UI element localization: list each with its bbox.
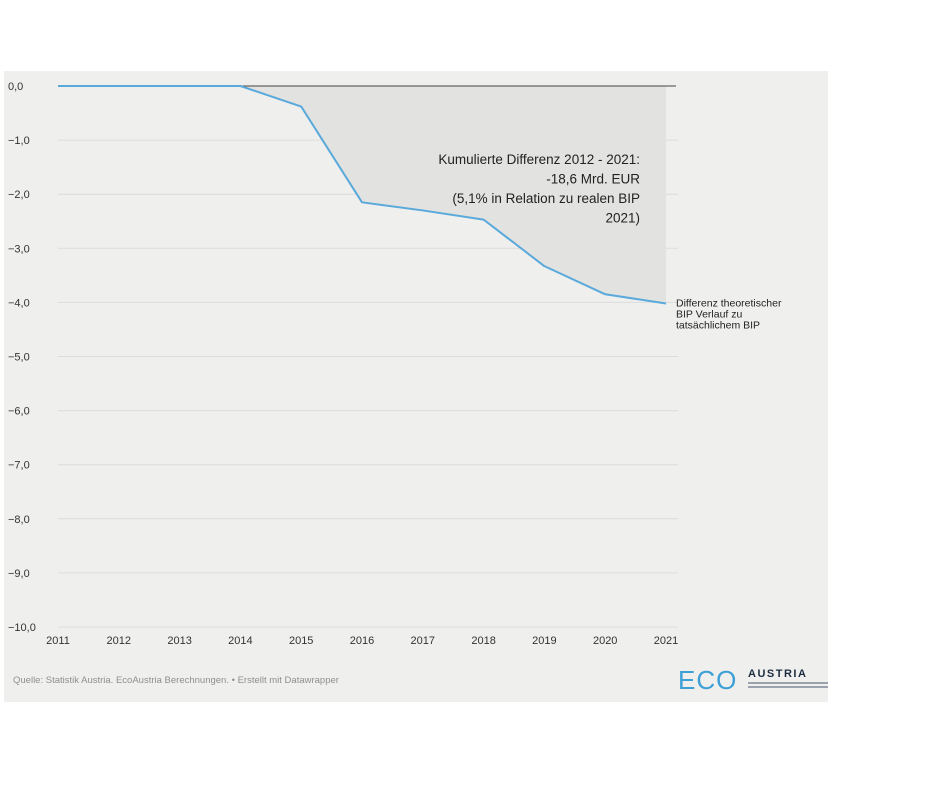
x-tick-label: 2012 xyxy=(107,635,131,647)
series-label: Differenz theoretischer xyxy=(676,297,782,309)
series-label: tatsächlichem BIP xyxy=(676,319,760,331)
x-tick-label: 2016 xyxy=(350,635,374,647)
ecoaustria-logo: ECO AUSTRIA xyxy=(678,665,828,695)
annotation-text: 2021) xyxy=(605,211,640,226)
y-tick-label: −9,0 xyxy=(8,568,30,580)
logo-tagline-graphic xyxy=(748,682,828,690)
annotation-text: (5,1% in Relation zu realen BIP xyxy=(452,191,640,206)
y-tick-label: −7,0 xyxy=(8,460,30,472)
x-tick-label: 2019 xyxy=(532,635,556,647)
series-line xyxy=(58,85,667,305)
y-tick-label: −4,0 xyxy=(8,297,30,309)
y-tick-label: −5,0 xyxy=(8,352,30,364)
chart-panel: 0,0 −1,0 −2,0 −3,0 −4,0 −5,0 −6,0 −7,0 −8,0 −9,0 −… xyxy=(4,71,828,702)
y-tick-label: −10,0 xyxy=(8,622,36,634)
x-tick-label: 2015 xyxy=(289,635,313,647)
x-tick-label: 2014 xyxy=(228,635,252,647)
annotation-text: Kumulierte Differenz 2012 - 2021: xyxy=(438,152,640,167)
x-tick-label: 2011 xyxy=(46,635,70,647)
logo-mark: ECO xyxy=(678,665,738,695)
x-tick-label: 2017 xyxy=(411,635,435,647)
y-tick-label: −6,0 xyxy=(8,406,30,418)
x-tick-label: 2021 xyxy=(654,635,678,647)
y-tick-label: −3,0 xyxy=(8,243,30,255)
logo-name: AUSTRIA xyxy=(748,668,808,680)
y-tick-label: 0,0 xyxy=(8,81,23,93)
x-tick-label: 2018 xyxy=(471,635,495,647)
annotation-text: -18,6 Mrd. EUR xyxy=(546,172,640,187)
x-tick-label: 2013 xyxy=(167,635,191,647)
y-tick-label: −1,0 xyxy=(8,135,30,147)
line-chart: 0,0 −1,0 −2,0 −3,0 −4,0 −5,0 −6,0 −7,0 −8,0 −9,0 −… xyxy=(8,81,782,647)
series-label: BIP Verlauf zu xyxy=(676,308,743,320)
x-tick-label: 2020 xyxy=(593,635,617,647)
y-tick-label: −2,0 xyxy=(8,189,30,201)
y-tick-label: −8,0 xyxy=(8,514,30,526)
shaded-area xyxy=(240,86,666,304)
source-note: Quelle: Statistik Austria. EcoAustria Be… xyxy=(13,675,339,686)
